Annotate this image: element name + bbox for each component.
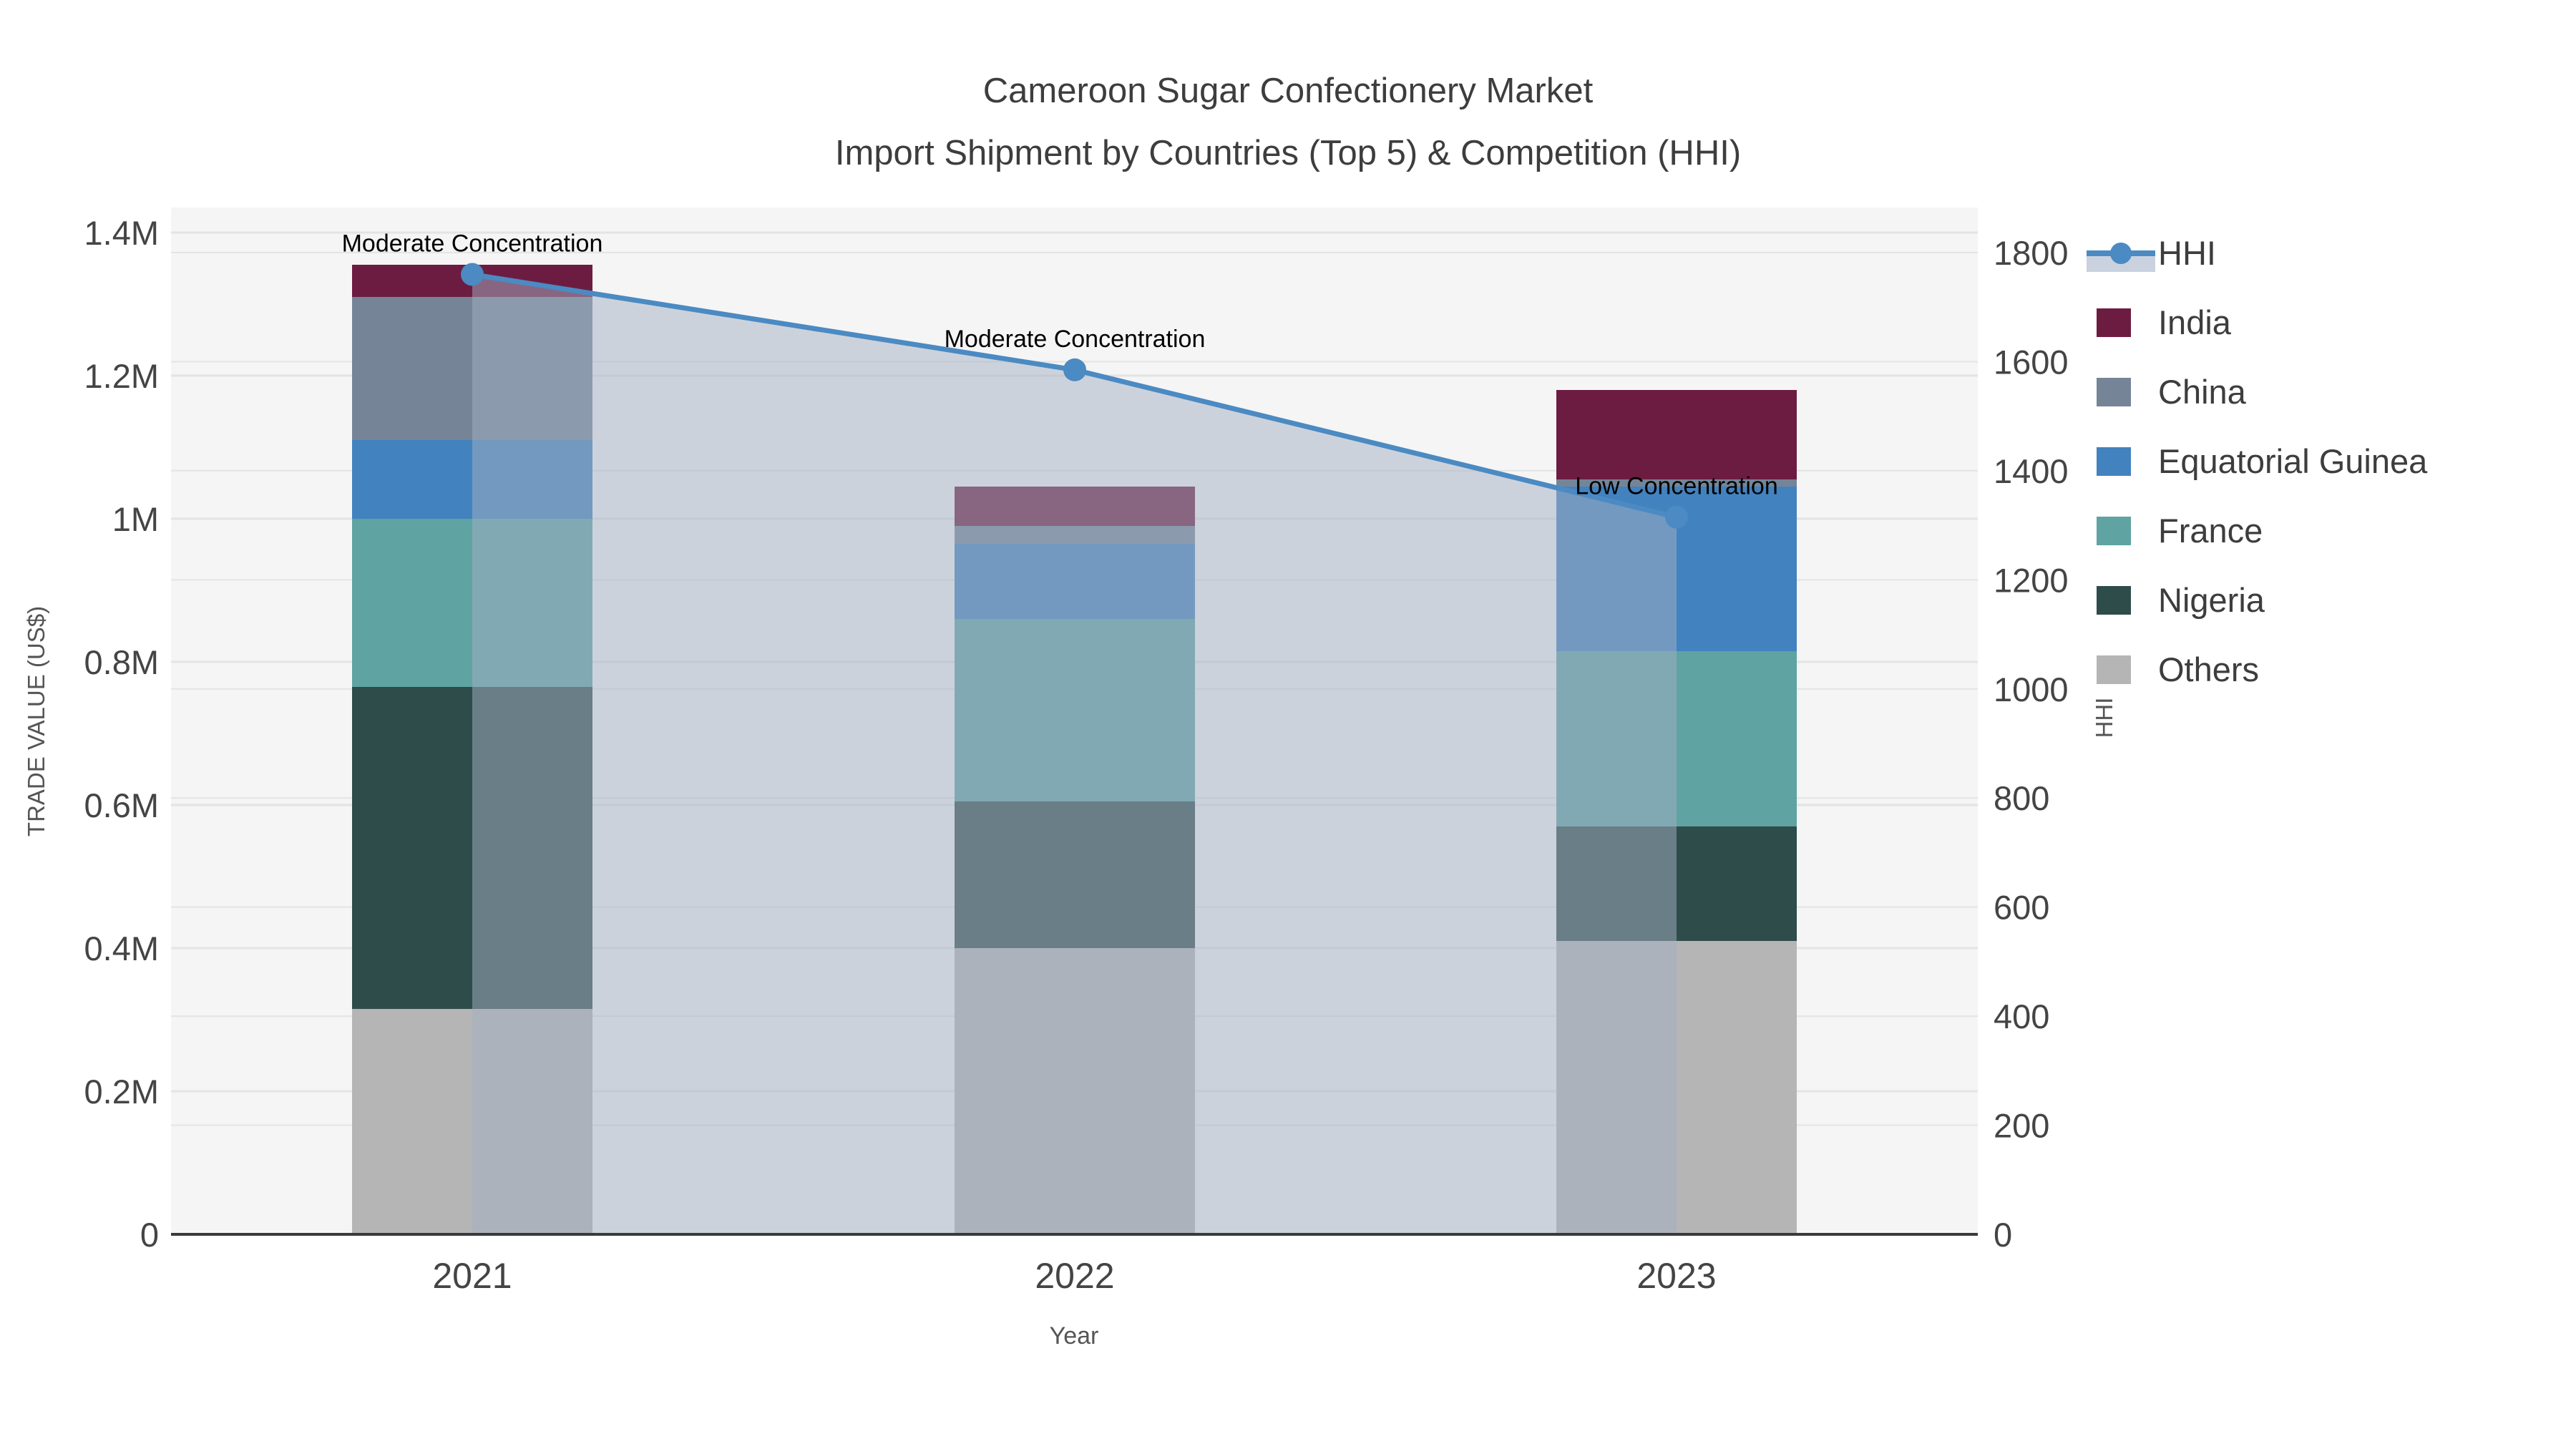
annotation-0: Moderate Concentration [342, 230, 603, 257]
y-left-tick: 1.4M [84, 214, 160, 252]
y-right-tick: 1600 [1994, 343, 2069, 381]
legend-item-china[interactable]: China [2097, 373, 2247, 411]
legend-label-others[interactable]: Others [2158, 650, 2259, 688]
y-right-tick: 200 [1994, 1107, 2049, 1145]
x-tick-2022: 2022 [1035, 1256, 1114, 1296]
legend-item-india[interactable]: India [2097, 303, 2232, 341]
legend-label-hhi[interactable]: HHI [2158, 234, 2216, 272]
legend-item-equatorial-guinea[interactable]: Equatorial Guinea [2097, 442, 2428, 480]
y-right-tick: 1800 [1994, 234, 2069, 272]
legend-swatch-icon [2097, 308, 2131, 337]
y-right-tick: 800 [1994, 779, 2049, 817]
y-left-tick: 1.2M [84, 357, 160, 395]
y-right-tick: 1000 [1994, 670, 2069, 708]
annotation-2: Low Concentration [1575, 473, 1778, 500]
legend-label-nigeria[interactable]: Nigeria [2158, 581, 2265, 619]
hhi-marker-icon [2110, 243, 2132, 264]
legend-item-hhi[interactable]: HHI [2087, 234, 2216, 272]
annotation-1: Moderate Concentration [945, 326, 1206, 353]
x-axis-title: Year [1050, 1322, 1099, 1350]
x-tick-2021: 2021 [432, 1256, 512, 1296]
legend-swatch-icon [2097, 586, 2131, 615]
legend-item-others[interactable]: Others [2097, 650, 2259, 688]
hhi-marker-2022[interactable] [1063, 358, 1086, 381]
legend-swatch-icon [2097, 655, 2131, 684]
y-left-tick: 0.4M [84, 930, 160, 967]
y-right-tick: 1400 [1994, 452, 2069, 490]
y-left-tick: 0 [140, 1216, 159, 1254]
legend-item-nigeria[interactable]: Nigeria [2097, 581, 2265, 619]
hhi-marker-2021[interactable] [461, 263, 484, 286]
chart-title-line1: Cameroon Sugar Confectionery Market [983, 72, 1594, 110]
y-left-tick: 0.2M [84, 1073, 160, 1111]
y-right-tick: 0 [1994, 1216, 2012, 1254]
legend-label-equatorial-guinea[interactable]: Equatorial Guinea [2158, 442, 2428, 480]
y-right-tick: 400 [1994, 997, 2049, 1035]
y-left-tick: 1M [112, 500, 159, 538]
hhi-area-fill [472, 274, 1677, 1234]
y-right-tick: 1200 [1994, 561, 2069, 599]
y-axis-right-title: HHI [2091, 698, 2117, 738]
legend-swatch-icon [2097, 517, 2131, 545]
legend-swatch-icon [2097, 447, 2131, 476]
chart-title-line2: Import Shipment by Countries (Top 5) & C… [835, 134, 1741, 172]
legend-item-france[interactable]: France [2097, 512, 2263, 550]
legend-label-india[interactable]: India [2158, 303, 2232, 341]
y-axis-left-title: TRADE VALUE (US$) [23, 606, 49, 836]
x-tick-2023: 2023 [1636, 1256, 1716, 1296]
y-right-tick: 600 [1994, 889, 2049, 927]
legend-label-france[interactable]: France [2158, 512, 2263, 550]
bar-segment-india-2023[interactable] [1556, 390, 1797, 479]
hhi-marker-2023[interactable] [1665, 505, 1688, 529]
legend-label-china[interactable]: China [2158, 373, 2247, 411]
y-left-tick: 0.6M [84, 786, 160, 824]
bar-segment-china-2023[interactable] [1556, 479, 1797, 487]
legend-swatch-icon [2097, 378, 2131, 406]
y-left-tick: 0.8M [84, 643, 160, 681]
